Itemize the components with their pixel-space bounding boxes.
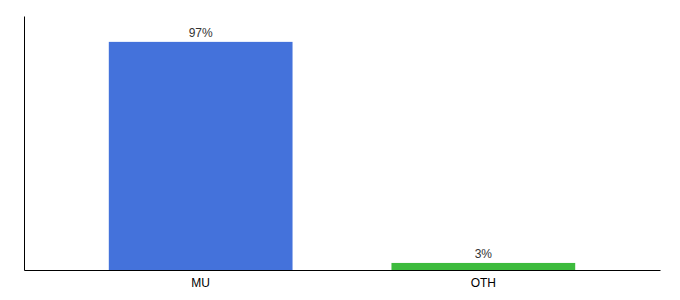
x-tick-label: OTH xyxy=(471,276,496,290)
plot-area: MU OTH 97% 3% xyxy=(25,17,661,290)
chart-svg: MU OTH 97% 3% xyxy=(0,0,680,300)
x-tick-label: MU xyxy=(191,276,210,290)
data-label: 3% xyxy=(475,247,493,261)
chart-container: MU OTH 97% 3% xyxy=(0,0,680,300)
y-axis-line xyxy=(24,17,25,271)
data-label: 97% xyxy=(189,26,213,40)
x-tick: MU xyxy=(191,276,210,290)
x-axis-line xyxy=(25,270,661,271)
bar xyxy=(391,263,575,270)
data-labels: 97% 3% xyxy=(189,26,493,261)
y-axis xyxy=(24,17,25,271)
x-axis: MU OTH xyxy=(25,271,661,290)
bars xyxy=(109,42,575,270)
x-tick: OTH xyxy=(471,276,496,290)
bar xyxy=(109,42,293,270)
